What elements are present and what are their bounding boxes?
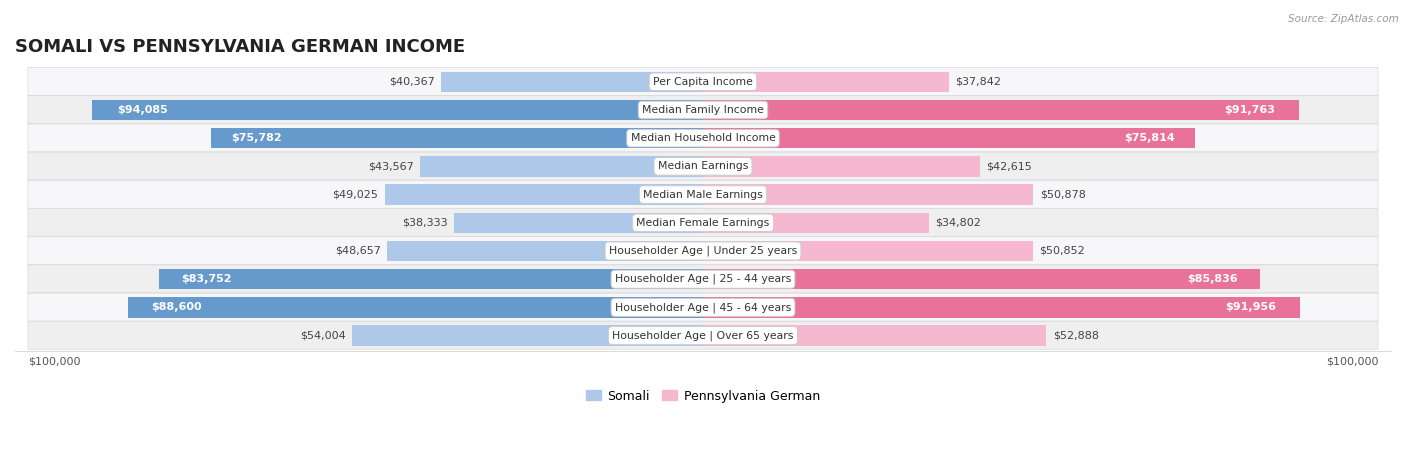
Bar	[703, 128, 1195, 149]
Text: $75,782: $75,782	[231, 133, 281, 143]
Legend: Somali, Pennsylvania German: Somali, Pennsylvania German	[581, 384, 825, 408]
Text: $94,085: $94,085	[117, 105, 167, 115]
Bar	[128, 297, 703, 318]
Bar	[93, 100, 703, 120]
Text: $40,367: $40,367	[388, 77, 434, 87]
FancyBboxPatch shape	[28, 96, 1378, 124]
Text: Householder Age | 25 - 44 years: Householder Age | 25 - 44 years	[614, 274, 792, 284]
Text: Householder Age | Over 65 years: Householder Age | Over 65 years	[612, 330, 794, 341]
Text: $91,763: $91,763	[1223, 105, 1275, 115]
Text: $83,752: $83,752	[181, 274, 232, 284]
Bar	[703, 71, 949, 92]
Text: $85,836: $85,836	[1187, 274, 1237, 284]
Text: Householder Age | Under 25 years: Householder Age | Under 25 years	[609, 246, 797, 256]
Bar	[703, 184, 1033, 205]
Text: $42,615: $42,615	[986, 162, 1032, 171]
Text: $52,888: $52,888	[1053, 331, 1098, 340]
Bar	[454, 212, 703, 233]
Text: Per Capita Income: Per Capita Income	[652, 77, 754, 87]
FancyBboxPatch shape	[28, 152, 1378, 180]
Text: $38,333: $38,333	[402, 218, 447, 228]
Bar	[385, 184, 703, 205]
Text: Median Family Income: Median Family Income	[643, 105, 763, 115]
FancyBboxPatch shape	[28, 237, 1378, 265]
FancyBboxPatch shape	[28, 124, 1378, 152]
Text: Source: ZipAtlas.com: Source: ZipAtlas.com	[1288, 14, 1399, 24]
Text: $37,842: $37,842	[955, 77, 1001, 87]
Text: $88,600: $88,600	[150, 303, 201, 312]
Text: Householder Age | 45 - 64 years: Householder Age | 45 - 64 years	[614, 302, 792, 312]
Bar	[703, 241, 1033, 261]
Text: $48,657: $48,657	[335, 246, 381, 256]
Bar	[703, 100, 1299, 120]
Text: $91,956: $91,956	[1225, 303, 1277, 312]
Bar	[420, 156, 703, 177]
Text: $49,025: $49,025	[332, 190, 378, 199]
Bar	[703, 156, 980, 177]
Bar	[703, 269, 1260, 290]
Bar	[387, 241, 703, 261]
FancyBboxPatch shape	[28, 321, 1378, 349]
Bar	[703, 297, 1299, 318]
FancyBboxPatch shape	[28, 180, 1378, 208]
Bar	[441, 71, 703, 92]
FancyBboxPatch shape	[28, 265, 1378, 293]
Text: $54,004: $54,004	[301, 331, 346, 340]
Bar	[211, 128, 703, 149]
Text: SOMALI VS PENNSYLVANIA GERMAN INCOME: SOMALI VS PENNSYLVANIA GERMAN INCOME	[15, 38, 465, 57]
Text: Median Household Income: Median Household Income	[630, 133, 776, 143]
FancyBboxPatch shape	[28, 209, 1378, 236]
Text: $43,567: $43,567	[368, 162, 413, 171]
Bar	[703, 212, 929, 233]
FancyBboxPatch shape	[28, 68, 1378, 95]
Bar	[703, 325, 1046, 346]
FancyBboxPatch shape	[28, 293, 1378, 321]
Text: Median Earnings: Median Earnings	[658, 162, 748, 171]
Text: Median Male Earnings: Median Male Earnings	[643, 190, 763, 199]
Text: $50,878: $50,878	[1039, 190, 1085, 199]
Bar	[159, 269, 703, 290]
Bar	[353, 325, 703, 346]
Text: Median Female Earnings: Median Female Earnings	[637, 218, 769, 228]
Text: $50,852: $50,852	[1039, 246, 1085, 256]
Text: $34,802: $34,802	[935, 218, 981, 228]
Text: $75,814: $75,814	[1125, 133, 1175, 143]
